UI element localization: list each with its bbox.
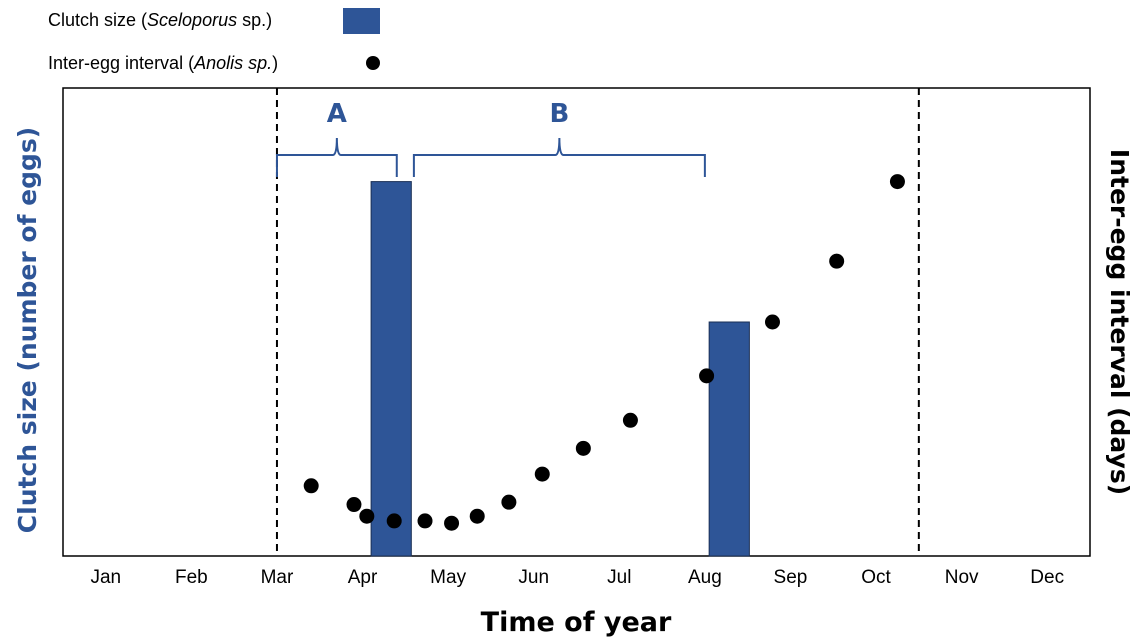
x-tick-aug: Aug: [688, 567, 722, 588]
legend: Clutch size (Sceloporus sp.) Inter-egg i…: [48, 8, 380, 73]
interval-point-4: [386, 513, 402, 529]
x-tick-jun: Jun: [518, 567, 549, 588]
legend-bar-label: Clutch size (Sceloporus sp.): [48, 10, 272, 30]
interval-point-7: [469, 508, 485, 524]
legend-point-marker: [366, 56, 380, 70]
legend-bar-swatch: [343, 8, 380, 34]
bracket-label-a: A: [327, 99, 347, 129]
x-tick-may: May: [430, 567, 466, 588]
interval-point-10: [575, 440, 591, 456]
clutch-bar-2: [708, 321, 750, 557]
x-tick-mar: Mar: [261, 567, 294, 588]
interval-point-13: [764, 314, 780, 330]
x-axis-ticks: Jan Feb Mar Apr May Jun Jul Aug Sep Oct Nov Dec: [90, 567, 1064, 588]
interval-point-9: [534, 466, 550, 482]
interval-point-2: [346, 497, 362, 513]
bracket-b: [412, 137, 706, 177]
x-tick-jan: Jan: [90, 567, 121, 588]
x-tick-sep: Sep: [774, 567, 808, 588]
interval-point-15: [889, 174, 905, 190]
right-y-axis-title: Inter-egg interval (days): [1105, 149, 1134, 495]
bar-series: [370, 181, 750, 557]
x-tick-feb: Feb: [175, 567, 208, 588]
point-series: [303, 174, 905, 531]
interval-point-8: [501, 494, 517, 510]
interval-point-6: [444, 515, 460, 531]
left-y-axis-title: Clutch size (number of eggs): [13, 127, 42, 533]
interval-point-1: [303, 478, 319, 494]
x-tick-apr: Apr: [348, 567, 378, 588]
legend-point-label: Inter-egg interval (Anolis sp.): [48, 53, 278, 73]
x-axis-title: Time of year: [481, 607, 672, 638]
x-tick-jul: Jul: [607, 567, 631, 588]
x-tick-nov: Nov: [945, 567, 979, 588]
bracket-label-b: B: [549, 99, 569, 129]
interval-point-11: [622, 412, 638, 428]
interval-point-3: [359, 508, 375, 524]
x-tick-oct: Oct: [861, 567, 891, 588]
plot-frame: [62, 87, 1091, 557]
interval-point-12: [699, 368, 715, 384]
clutch-bar-1: [370, 181, 412, 557]
bracket-a: [275, 137, 398, 177]
interval-point-14: [829, 253, 845, 269]
x-tick-dec: Dec: [1030, 567, 1064, 588]
interval-point-5: [417, 513, 433, 529]
